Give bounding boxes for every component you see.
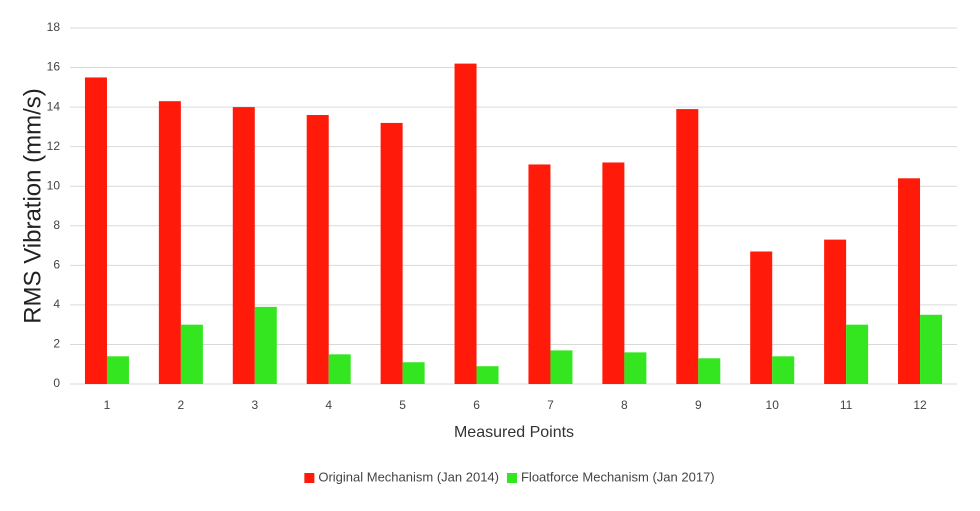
y-axis-title: RMS Vibration (mm/s) xyxy=(19,88,46,324)
bar xyxy=(180,324,203,384)
x-tick-label: 5 xyxy=(399,398,406,412)
bar xyxy=(528,164,551,384)
bar xyxy=(254,306,277,384)
y-tick-label: 16 xyxy=(47,60,61,74)
bar xyxy=(698,358,721,384)
bar xyxy=(750,251,773,384)
x-tick-label: 1 xyxy=(104,398,111,412)
y-tick-label: 2 xyxy=(53,337,60,351)
bar xyxy=(898,178,921,384)
x-tick-label: 9 xyxy=(695,398,702,412)
bar xyxy=(676,109,699,384)
x-tick-label: 8 xyxy=(621,398,628,412)
x-tick-label: 6 xyxy=(473,398,480,412)
bar xyxy=(106,356,129,384)
bar xyxy=(158,101,181,384)
x-tick-label: 3 xyxy=(251,398,258,412)
bar xyxy=(306,115,329,385)
bar xyxy=(920,314,943,384)
bar xyxy=(846,324,869,384)
x-tick-label: 2 xyxy=(178,398,185,412)
x-tick-label: 4 xyxy=(325,398,332,412)
bar xyxy=(550,350,573,384)
y-tick-label: 18 xyxy=(47,20,61,34)
x-tick-label: 12 xyxy=(913,398,927,412)
bar xyxy=(328,354,351,384)
y-tick-label: 8 xyxy=(53,218,60,232)
bar xyxy=(402,362,425,384)
bar xyxy=(624,352,647,384)
x-tick-label: 7 xyxy=(547,398,554,412)
x-axis-title: Measured Points xyxy=(454,424,574,441)
y-tick-label: 4 xyxy=(53,297,60,311)
y-tick-label: 6 xyxy=(53,258,60,272)
legend-label: Floatforce Mechanism (Jan 2017) xyxy=(521,469,715,484)
legend-label: Original Mechanism (Jan 2014) xyxy=(318,469,499,484)
bar xyxy=(824,239,847,384)
x-tick-label: 11 xyxy=(840,398,853,412)
y-tick-label: 0 xyxy=(53,376,60,390)
bar xyxy=(602,162,625,384)
bar xyxy=(772,356,795,384)
bar xyxy=(454,63,477,384)
bar xyxy=(476,366,499,384)
legend-swatch xyxy=(506,473,517,483)
x-tick-label: 10 xyxy=(766,398,780,412)
legend-swatch xyxy=(304,473,315,483)
bar xyxy=(232,107,255,384)
y-tick-label: 14 xyxy=(47,99,61,113)
y-tick-label: 10 xyxy=(47,178,61,192)
y-tick-label: 12 xyxy=(47,139,61,153)
bar xyxy=(84,77,107,384)
bar xyxy=(380,122,403,384)
